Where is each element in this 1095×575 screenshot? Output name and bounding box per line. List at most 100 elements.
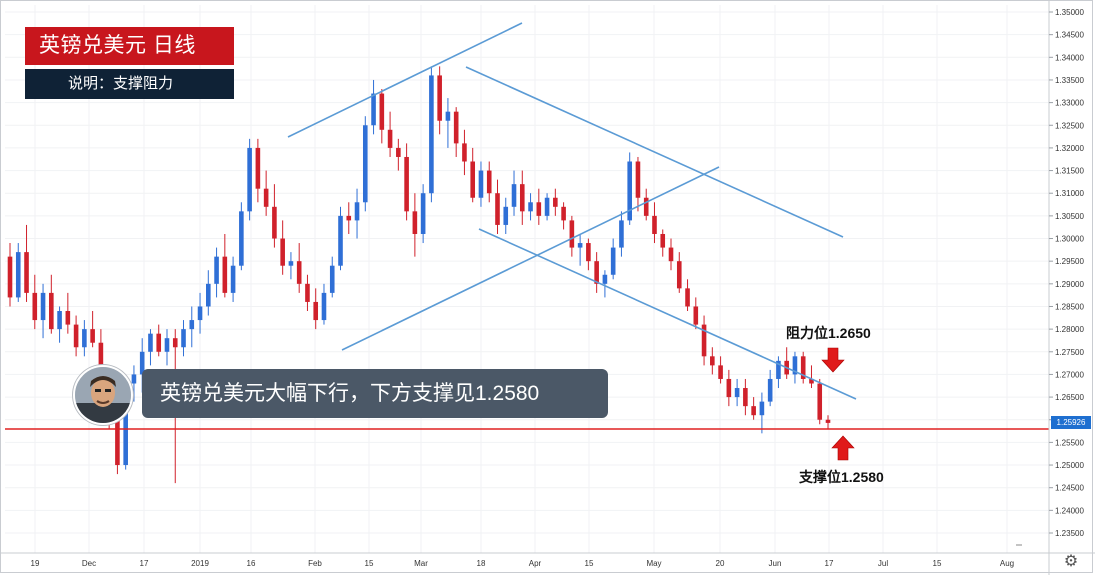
candle-body bbox=[619, 220, 624, 248]
y-tick-label: 1.32000 bbox=[1055, 144, 1084, 153]
candle-body bbox=[767, 378, 773, 402]
candle-body bbox=[627, 161, 632, 221]
y-tick-label: 1.33000 bbox=[1055, 99, 1084, 108]
candle-body bbox=[643, 197, 649, 216]
y-tick-label: 1.32500 bbox=[1055, 121, 1084, 130]
candle-body bbox=[809, 378, 814, 384]
candle-body bbox=[437, 75, 442, 121]
candle-body bbox=[73, 324, 79, 348]
trendline bbox=[341, 166, 720, 351]
candle-body bbox=[65, 311, 71, 325]
analyst-avatar bbox=[73, 365, 133, 425]
candle-body bbox=[685, 288, 690, 307]
candle-body bbox=[445, 111, 451, 121]
candle-body bbox=[255, 147, 261, 189]
candle-body bbox=[98, 342, 104, 375]
x-tick-label: 19 bbox=[31, 559, 40, 568]
commentary-callout: 英镑兑美元大幅下行，下方支撑见1.2580 bbox=[142, 369, 608, 418]
x-tick-label: 20 bbox=[716, 559, 725, 568]
candle-body bbox=[321, 292, 327, 321]
candle-body bbox=[503, 206, 509, 225]
candle-body bbox=[800, 356, 806, 379]
x-tick-label: 17 bbox=[825, 559, 834, 568]
candle-body bbox=[57, 311, 62, 330]
candle-body bbox=[569, 220, 575, 248]
candle-body bbox=[371, 93, 376, 126]
candle-body bbox=[486, 170, 492, 194]
candle-body bbox=[239, 211, 244, 266]
x-tick-label: 16 bbox=[247, 559, 256, 568]
candle-body bbox=[156, 333, 162, 352]
candle-body bbox=[346, 215, 352, 221]
gear-icon[interactable]: ⚙ bbox=[1063, 553, 1079, 570]
y-tick-label: 1.31500 bbox=[1055, 167, 1084, 176]
y-tick-label: 1.27000 bbox=[1055, 370, 1084, 379]
y-tick-label: 1.24000 bbox=[1055, 506, 1084, 515]
candle-body bbox=[660, 233, 666, 248]
candle-body bbox=[594, 261, 599, 284]
trendline bbox=[287, 22, 523, 138]
candle-body bbox=[462, 143, 467, 162]
candle-body bbox=[90, 329, 95, 343]
candle-body bbox=[528, 202, 533, 212]
y-tick-label: 1.34500 bbox=[1055, 31, 1084, 40]
candle-body bbox=[123, 383, 128, 466]
x-tick-label: Aug bbox=[1000, 559, 1014, 568]
x-tick-label: May bbox=[646, 559, 661, 568]
candle-body bbox=[40, 292, 46, 321]
trendline bbox=[478, 228, 857, 400]
candle-body bbox=[718, 365, 723, 379]
candle-body bbox=[280, 238, 285, 266]
candle-body bbox=[379, 93, 385, 130]
y-tick-label: 1.23500 bbox=[1055, 529, 1084, 538]
y-tick-label: 1.29000 bbox=[1055, 280, 1084, 289]
x-tick-label: 15 bbox=[933, 559, 942, 568]
candle-body bbox=[189, 320, 195, 330]
candle-body bbox=[329, 265, 335, 293]
candle-body bbox=[247, 147, 252, 212]
candle-body bbox=[453, 111, 459, 144]
candle-body bbox=[15, 252, 21, 298]
y-tick-label: 1.34000 bbox=[1055, 53, 1084, 62]
candle-body bbox=[396, 147, 401, 157]
candle-body bbox=[222, 256, 228, 293]
y-tick-label: 1.27500 bbox=[1055, 348, 1084, 357]
x-tick-label: 2019 bbox=[191, 559, 209, 568]
y-tick-label: 1.26500 bbox=[1055, 393, 1084, 402]
candle-body bbox=[206, 283, 211, 307]
y-tick-label: 1.33500 bbox=[1055, 76, 1084, 85]
x-tick-label: 15 bbox=[365, 559, 374, 568]
y-tick-label: 1.28500 bbox=[1055, 302, 1084, 311]
candle-body bbox=[726, 378, 732, 398]
y-tick-label: 1.24500 bbox=[1055, 484, 1084, 493]
x-tick-label: Jul bbox=[878, 559, 888, 568]
trendlines bbox=[287, 22, 857, 400]
candle-body bbox=[404, 156, 409, 212]
x-tick-label: Apr bbox=[529, 559, 542, 568]
candle-body bbox=[710, 356, 715, 366]
x-axis: 19 Dec 17 2019 16 Feb 15 Mar 18 Apr 15 May 20 Jun 17 Ju… bbox=[31, 559, 1015, 568]
candle-body bbox=[82, 329, 87, 348]
candle-body bbox=[354, 202, 360, 221]
candle-body bbox=[214, 256, 219, 284]
candle-body bbox=[825, 419, 831, 423]
candle-body bbox=[743, 388, 748, 407]
candle-body bbox=[139, 351, 145, 375]
candle-body bbox=[7, 256, 13, 298]
candle-body bbox=[296, 261, 302, 284]
candle-body bbox=[544, 197, 550, 216]
candle-body bbox=[602, 274, 608, 284]
chart-grid bbox=[5, 5, 1049, 553]
x-tick-label: Mar bbox=[414, 559, 428, 568]
callout-text: 英镑兑美元大幅下行，下方支撑见1.2580 bbox=[160, 382, 540, 405]
candle-body bbox=[693, 306, 699, 325]
candle-body bbox=[519, 184, 525, 212]
x-tick-label: Jun bbox=[769, 559, 782, 568]
trendline bbox=[465, 66, 844, 238]
candle-body bbox=[536, 202, 542, 216]
x-tick-label: 15 bbox=[585, 559, 594, 568]
candle-body bbox=[181, 329, 186, 348]
candle-body bbox=[164, 338, 170, 352]
